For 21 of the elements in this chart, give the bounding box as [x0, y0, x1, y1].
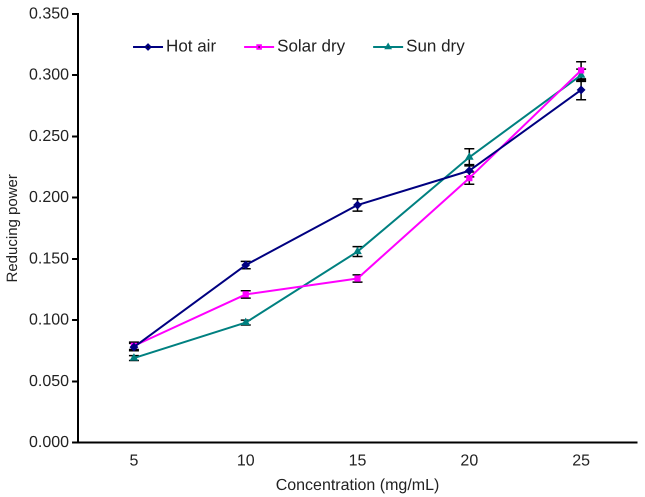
legend-label: Sun dry — [406, 36, 466, 56]
y-tick-label: 0.150 — [28, 250, 70, 268]
point — [242, 318, 250, 326]
y-tick-label: 0.050 — [28, 372, 70, 390]
point — [354, 248, 362, 254]
x-tick-label: 15 — [348, 452, 367, 470]
y-tick-label: 0.200 — [28, 189, 70, 206]
point — [466, 153, 473, 160]
legend-label: Hot air — [166, 36, 216, 56]
y-tick-label: 0.300 — [28, 66, 70, 84]
x-tick-label: 25 — [572, 452, 590, 470]
y-tick-label: 0.000 — [28, 434, 70, 452]
x-tick-label: 10 — [236, 452, 255, 470]
y-tick-label: 0.350 — [28, 5, 70, 22]
y-tick-label: 0.100 — [28, 312, 70, 329]
x-axis-title: Concentration (mg/mL) — [276, 476, 440, 494]
y-tick-label: 0.250 — [28, 128, 70, 145]
y-axis-title: Reducing power — [4, 174, 22, 283]
x-tick-label: 20 — [460, 452, 478, 470]
legend-label: Solar dry — [277, 36, 346, 56]
x-tick-label: 5 — [129, 452, 138, 470]
